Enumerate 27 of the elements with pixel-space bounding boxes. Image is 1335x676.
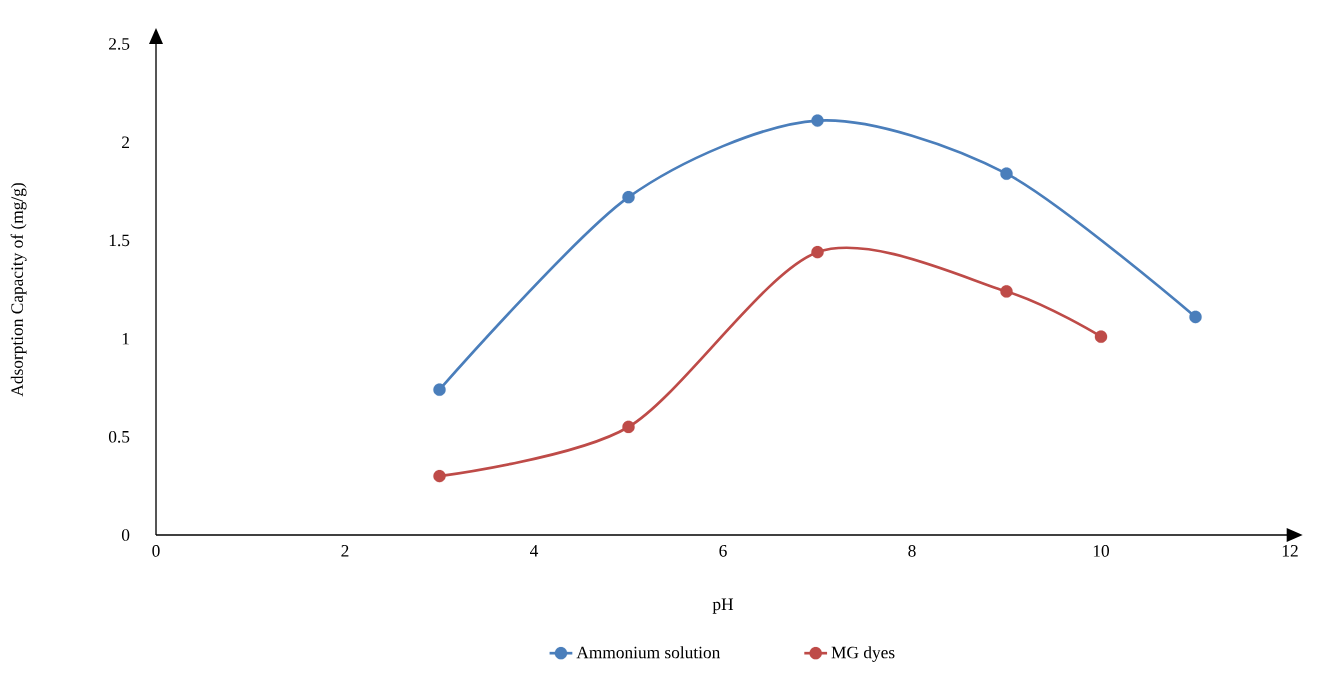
y-tick-label: 2 xyxy=(122,136,130,148)
point xyxy=(811,245,824,259)
point xyxy=(622,420,635,434)
x-tick-label: 10 xyxy=(1093,545,1110,557)
point xyxy=(1000,285,1013,298)
x-axis-title: pH xyxy=(712,598,734,614)
y-tick-label: 0 xyxy=(121,529,130,541)
y-tick-label: 2.5 xyxy=(109,38,130,50)
x-tick-label: 12 xyxy=(1282,545,1298,557)
point xyxy=(622,190,635,204)
point xyxy=(811,114,824,127)
y-tick-label: 1 xyxy=(122,332,129,345)
x-tick-label: 0 xyxy=(152,545,160,557)
x-tick-label: 6 xyxy=(719,545,727,557)
y-axis-title: Adsorption Capacity of (mg/g) xyxy=(10,183,27,397)
point xyxy=(433,383,446,396)
y-tick-label: 0.5 xyxy=(108,430,130,443)
y-tick-label: 1.5 xyxy=(109,234,130,247)
legend-label: Ammonium solution xyxy=(576,646,721,659)
point xyxy=(1189,310,1202,324)
point xyxy=(1000,167,1013,180)
legend-label: MG dyes xyxy=(831,646,895,662)
x-tick-label: 8 xyxy=(908,545,916,557)
x-tick-label: 2 xyxy=(341,545,349,557)
point xyxy=(433,469,446,483)
point xyxy=(1094,330,1108,343)
x-tick-label: 4 xyxy=(530,545,539,557)
